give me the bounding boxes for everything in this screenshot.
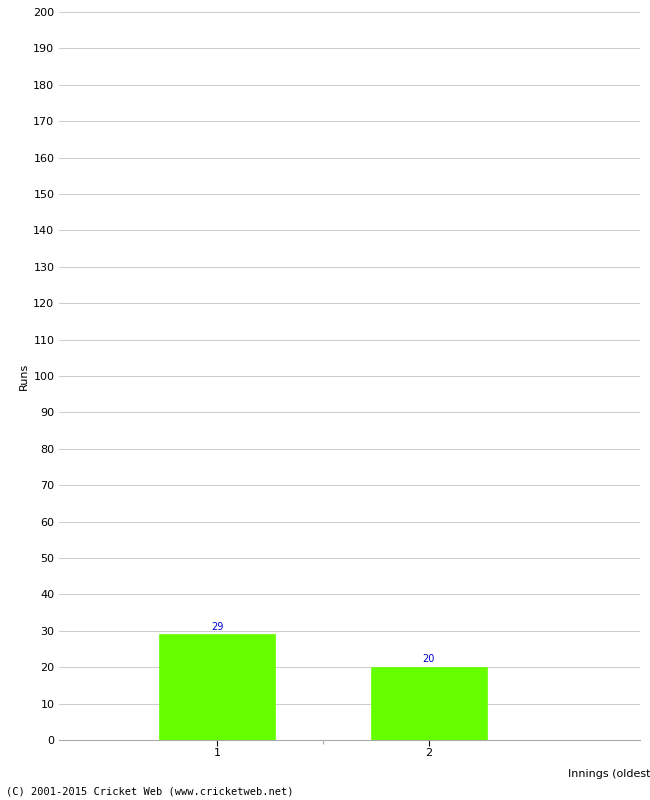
Y-axis label: Runs: Runs xyxy=(19,362,29,390)
X-axis label: Innings (oldest to newest): Innings (oldest to newest) xyxy=(567,769,650,779)
Text: 20: 20 xyxy=(422,654,435,664)
Text: 29: 29 xyxy=(211,622,224,631)
Bar xyxy=(159,634,276,740)
Bar xyxy=(370,667,487,740)
Text: (C) 2001-2015 Cricket Web (www.cricketweb.net): (C) 2001-2015 Cricket Web (www.cricketwe… xyxy=(6,786,294,796)
